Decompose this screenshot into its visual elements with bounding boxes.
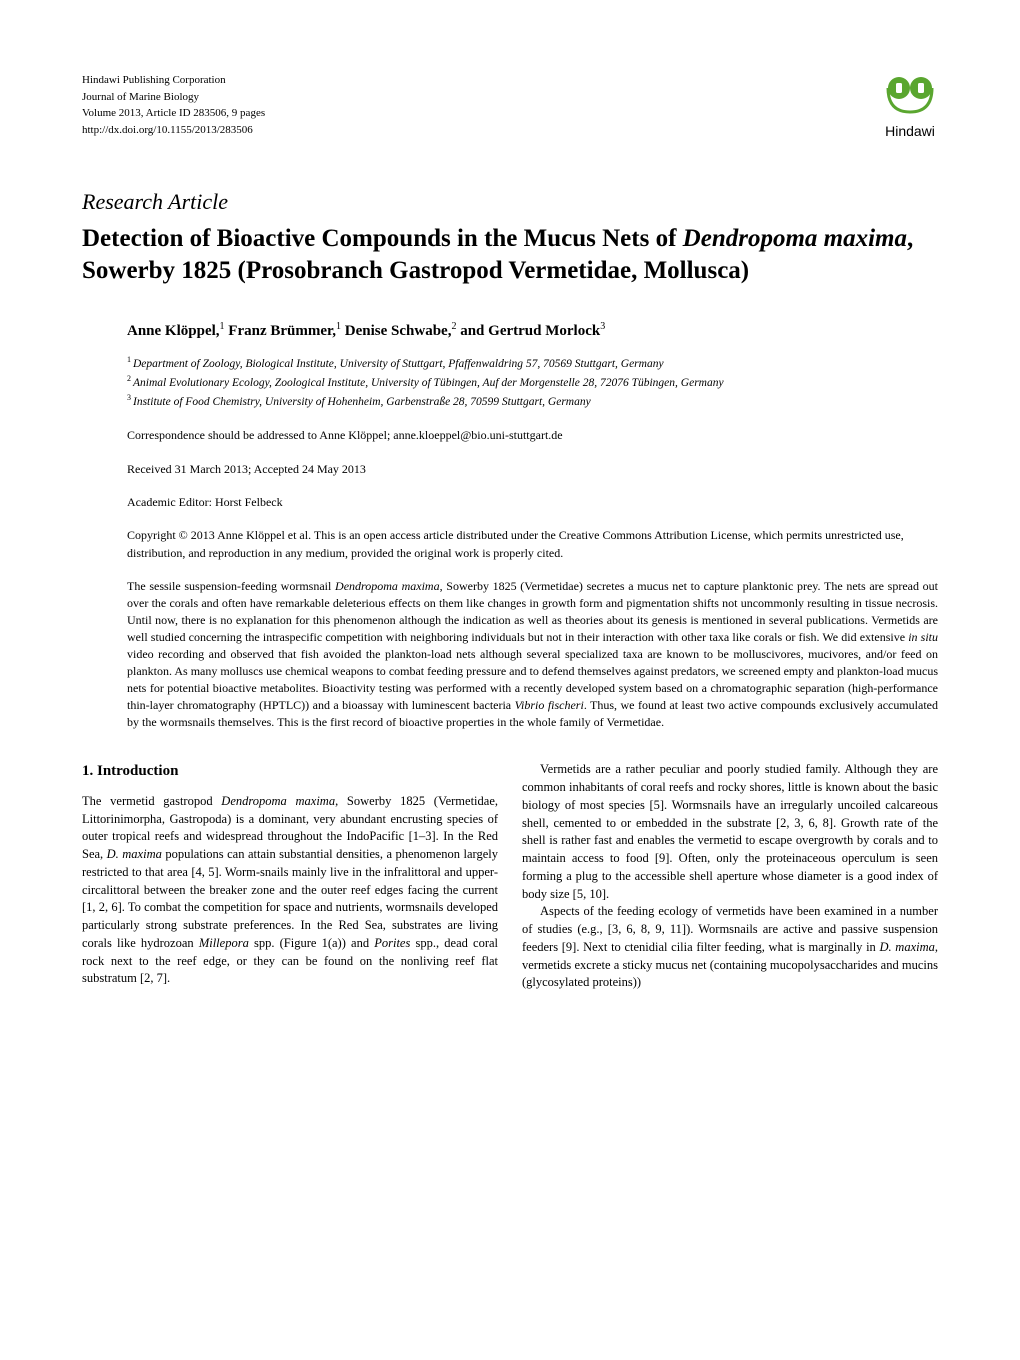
title-prefix: Detection of Bioactive Compounds in the … <box>82 225 683 252</box>
intro-para-3: Aspects of the feeding ecology of vermet… <box>522 903 938 992</box>
intro-sp1: Dendropoma maxima <box>221 794 335 808</box>
pub-line-2: Journal of Marine Biology <box>82 89 265 106</box>
aff3-text: Institute of Food Chemistry, University … <box>133 396 591 408</box>
correspondence: Correspondence should be addressed to An… <box>127 427 938 444</box>
intro-sp2: D. maxima <box>107 847 162 861</box>
author-4: and Gertrud Morlock <box>456 323 600 339</box>
intro-1d: spp. (Figure 1(a)) and <box>249 936 374 950</box>
copyright: Copyright © 2013 Anne Klöppel et al. Thi… <box>127 527 938 562</box>
publisher-info: Hindawi Publishing Corporation Journal o… <box>82 72 265 138</box>
title-species: Dendropoma maxima <box>683 225 907 252</box>
dates: Received 31 March 2013; Accepted 24 May … <box>127 461 938 478</box>
affiliation-1: 1Department of Zoology, Biological Insti… <box>127 354 938 373</box>
aff2-sup: 2 <box>127 374 131 383</box>
intro-3-sp1: D. maxima <box>879 940 934 954</box>
abstract-species-2: in situ <box>908 630 938 644</box>
affiliation-2: 2Animal Evolutionary Ecology, Zoological… <box>127 373 938 392</box>
abstract-part-a: The sessile suspension-feeding wormsnail <box>127 579 335 593</box>
abstract-species-3: Vibrio fischeri <box>515 698 584 712</box>
intro-para-2: Vermetids are a rather peculiar and poor… <box>522 761 938 903</box>
pub-line-3: Volume 2013, Article ID 283506, 9 pages <box>82 105 265 122</box>
pub-line-1: Hindawi Publishing Corporation <box>82 72 265 89</box>
article-type: Research Article <box>82 189 938 215</box>
aff2-text: Animal Evolutionary Ecology, Zoological … <box>133 377 724 389</box>
right-column: Vermetids are a rather peculiar and poor… <box>522 761 938 992</box>
affiliations: 1Department of Zoology, Biological Insti… <box>127 354 938 411</box>
affiliation-3: 3Institute of Food Chemistry, University… <box>127 392 938 411</box>
intro-para-1: The vermetid gastropod Dendropoma maxima… <box>82 793 498 988</box>
author-2: Franz Brümmer, <box>225 323 337 339</box>
intro-sp4: Porites <box>374 936 410 950</box>
publisher-logo-text: Hindawi <box>885 123 935 139</box>
body-columns: 1. Introduction The vermetid gastropod D… <box>82 761 938 992</box>
academic-editor: Academic Editor: Horst Felbeck <box>127 494 938 511</box>
section-heading-1: 1. Introduction <box>82 761 498 782</box>
aff3-sup: 3 <box>127 393 131 402</box>
author-1: Anne Klöppel, <box>127 323 220 339</box>
pub-line-4: http://dx.doi.org/10.1155/2013/283506 <box>82 122 265 139</box>
abstract-species-1: Dendropoma maxima <box>335 579 440 593</box>
intro-sp3: Millepora <box>199 936 249 950</box>
intro-1c: populations can attain substantial densi… <box>82 847 498 950</box>
aff1-text: Department of Zoology, Biological Instit… <box>133 358 664 370</box>
intro-3a: Aspects of the feeding ecology of vermet… <box>522 904 938 954</box>
hindawi-logo-icon <box>882 64 938 120</box>
abstract: The sessile suspension-feeding wormsnail… <box>127 578 938 731</box>
header-row: Hindawi Publishing Corporation Journal o… <box>82 72 938 139</box>
intro-1a: The vermetid gastropod <box>82 794 221 808</box>
author-3: Denise Schwabe, <box>341 323 451 339</box>
publisher-logo: Hindawi <box>882 64 938 139</box>
authors-line: Anne Klöppel,1 Franz Brümmer,1 Denise Sc… <box>127 321 938 340</box>
aff1-sup: 1 <box>127 355 131 364</box>
article-title: Detection of Bioactive Compounds in the … <box>82 223 938 287</box>
author-4-sup: 3 <box>600 321 605 332</box>
left-column: 1. Introduction The vermetid gastropod D… <box>82 761 498 992</box>
